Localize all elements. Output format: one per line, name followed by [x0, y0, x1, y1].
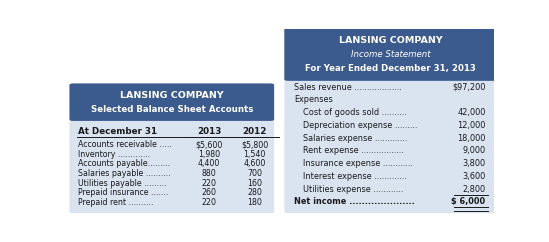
- Text: 700: 700: [247, 169, 262, 178]
- Text: Utilities payable .........: Utilities payable .........: [78, 179, 166, 188]
- Text: 9,000: 9,000: [462, 146, 486, 155]
- Text: Salaries expense .............: Salaries expense .............: [304, 134, 408, 143]
- Text: 260: 260: [201, 188, 216, 197]
- Text: 4,400: 4,400: [198, 159, 220, 168]
- FancyBboxPatch shape: [284, 28, 497, 213]
- Text: 3,600: 3,600: [462, 172, 486, 181]
- FancyBboxPatch shape: [284, 28, 497, 81]
- Text: Cost of goods sold ..........: Cost of goods sold ..........: [304, 108, 407, 117]
- Text: 1,980: 1,980: [198, 150, 220, 159]
- Text: $5,600: $5,600: [195, 140, 223, 149]
- Text: 2,800: 2,800: [462, 185, 486, 194]
- Text: Expenses: Expenses: [294, 95, 333, 105]
- Text: Net income .....................: Net income .....................: [294, 197, 415, 206]
- Text: For Year Ended December 31, 2013: For Year Ended December 31, 2013: [305, 64, 476, 73]
- Text: Prepaid insurance .......: Prepaid insurance .......: [78, 188, 169, 197]
- FancyBboxPatch shape: [70, 83, 274, 121]
- Text: 880: 880: [201, 169, 216, 178]
- Text: 160: 160: [247, 179, 262, 188]
- Text: Income Statement: Income Statement: [351, 50, 430, 59]
- Text: LANSING COMPANY: LANSING COMPANY: [339, 36, 442, 45]
- Text: 2012: 2012: [242, 127, 267, 136]
- Text: 12,000: 12,000: [457, 121, 486, 130]
- Text: $5,800: $5,800: [241, 140, 268, 149]
- Text: Inventory .............: Inventory .............: [78, 150, 150, 159]
- Text: 3,800: 3,800: [462, 159, 486, 168]
- Text: LANSING COMPANY: LANSING COMPANY: [120, 91, 223, 100]
- Text: Utilities expense ............: Utilities expense ............: [304, 185, 404, 194]
- Text: 1,540: 1,540: [243, 150, 266, 159]
- Text: Accounts payable.........: Accounts payable.........: [78, 159, 170, 168]
- Text: $97,200: $97,200: [452, 83, 486, 92]
- FancyBboxPatch shape: [70, 83, 274, 213]
- Text: Selected Balance Sheet Accounts: Selected Balance Sheet Accounts: [91, 105, 253, 114]
- Text: 4,600: 4,600: [243, 159, 266, 168]
- Text: At December 31: At December 31: [78, 127, 157, 136]
- Text: Sales revenue ...................: Sales revenue ...................: [294, 83, 402, 92]
- Text: 18,000: 18,000: [457, 134, 486, 143]
- Text: Accounts receivable .....: Accounts receivable .....: [78, 140, 172, 149]
- Text: 280: 280: [247, 188, 262, 197]
- Text: $ 6,000: $ 6,000: [451, 197, 486, 206]
- Text: Interest expense .............: Interest expense .............: [304, 172, 407, 181]
- Text: 2013: 2013: [197, 127, 221, 136]
- Text: 42,000: 42,000: [457, 108, 486, 117]
- Text: 220: 220: [201, 198, 216, 207]
- Text: Prepaid rent ..........: Prepaid rent ..........: [78, 198, 154, 207]
- Text: Depreciation expense .........: Depreciation expense .........: [304, 121, 418, 130]
- Text: Rent expense .................: Rent expense .................: [304, 146, 404, 155]
- Text: 180: 180: [247, 198, 262, 207]
- Text: Insurance expense ............: Insurance expense ............: [304, 159, 413, 168]
- Text: 220: 220: [201, 179, 216, 188]
- Text: Salaries payable ..........: Salaries payable ..........: [78, 169, 171, 178]
